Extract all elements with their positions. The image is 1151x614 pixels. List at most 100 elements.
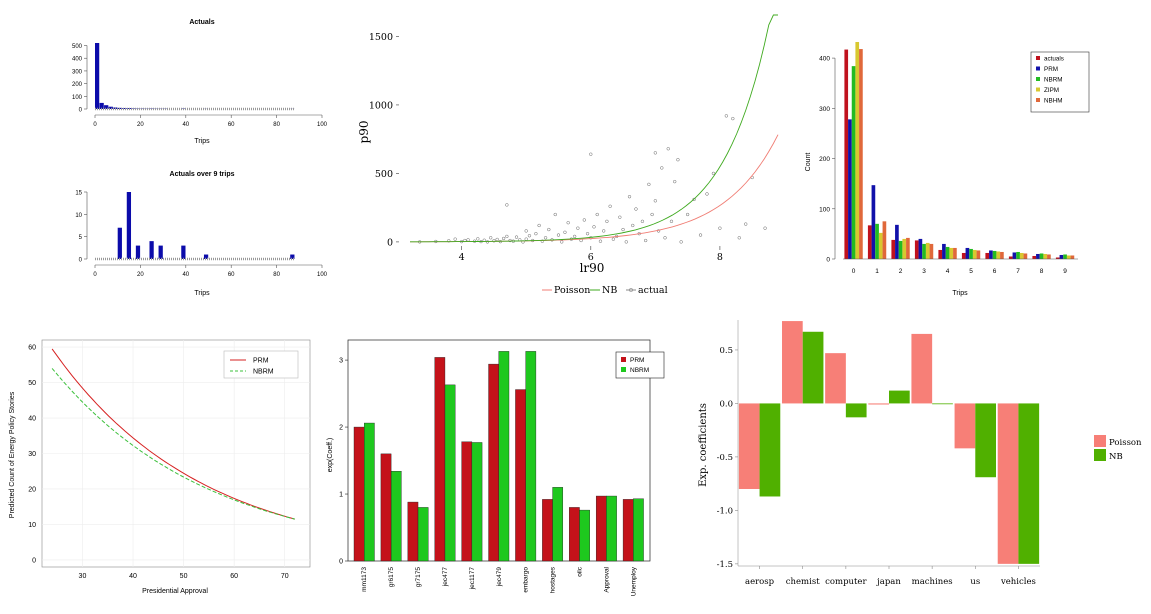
x-tick-label: Approval: [603, 566, 610, 592]
y-tick-label: 0: [32, 557, 36, 564]
bar-poisson: [997, 403, 1019, 564]
data-point: [763, 226, 767, 230]
data-point: [627, 195, 632, 199]
data-point: [489, 236, 493, 240]
bar-poisson: [782, 321, 803, 404]
bar-nb: [1018, 403, 1040, 564]
bar-nbrm: [633, 498, 644, 562]
data-point: [576, 226, 580, 230]
y-tick-label: 0: [79, 108, 83, 114]
x-tick-label: jec479: [496, 567, 503, 588]
y-tick-label: 0: [79, 258, 83, 264]
legend-swatch: [621, 367, 626, 372]
data-point: [505, 203, 509, 207]
legend-swatch: [1036, 56, 1040, 60]
data-point: [514, 235, 519, 239]
x-tick-label: 0: [93, 272, 97, 278]
histogram-bar: [149, 241, 154, 259]
x-tick-label: 30: [79, 573, 87, 580]
data-point: [611, 237, 616, 241]
data-point: [666, 147, 670, 151]
data-point: [634, 207, 638, 211]
data-point: [585, 232, 590, 236]
data-point: [598, 239, 603, 243]
legend-label: Poisson: [554, 285, 590, 296]
x-tick-label: 80: [273, 122, 280, 128]
histogram-bar: [290, 254, 295, 259]
y-tick-label: 3: [339, 358, 343, 365]
data-point: [660, 166, 664, 170]
bar-nbhm: [882, 221, 887, 259]
legend-label: NB: [1109, 452, 1123, 462]
bar-nbrm: [364, 422, 375, 562]
bar-nbrm: [1039, 253, 1044, 259]
histogram-bar: [203, 254, 209, 259]
fit-line-nb: [410, 14, 778, 243]
bar-actuals: [867, 225, 872, 259]
x-tick-label: 4: [946, 268, 950, 275]
bar-nbrm: [875, 223, 879, 259]
x-tick-label: 9: [1063, 268, 1067, 275]
y-tick-label: 400: [72, 57, 83, 63]
x-tick-label: 40: [182, 122, 189, 128]
legend-label: NBRM: [1044, 77, 1063, 84]
y-tick-label: 1000: [369, 100, 393, 111]
bar-zipm: [855, 42, 860, 259]
data-point: [744, 222, 748, 226]
histogram-bar: [126, 192, 132, 259]
data-point: [524, 237, 528, 241]
bar-zipm: [949, 247, 954, 259]
bar-nbhm: [1023, 253, 1028, 259]
data-point: [711, 171, 716, 176]
legend-label: PRM: [1044, 66, 1058, 73]
y-tick-label: 0.5: [719, 346, 733, 356]
y-tick-label: 0: [387, 237, 393, 248]
data-point: [618, 215, 622, 219]
legend-box: [223, 350, 299, 379]
y-axis-label: Predicted Count of Energy Policy Stories: [9, 391, 16, 518]
bar-actuals: [1008, 256, 1013, 259]
data-point: [547, 227, 551, 232]
x-tick-label: mm1173: [361, 567, 368, 592]
y-tick-label: 400: [819, 56, 830, 63]
legend-box: [615, 351, 665, 379]
bar-nb: [802, 331, 824, 404]
y-tick-label: 40: [28, 416, 36, 423]
data-point: [566, 221, 570, 225]
legend-swatch: [1036, 87, 1040, 92]
y-axis-label: exp(Coeff.): [327, 438, 334, 473]
data-point: [553, 212, 557, 217]
bar-nbhm: [929, 243, 934, 259]
bar-nb: [845, 403, 867, 418]
y-tick-label: 100: [819, 206, 830, 213]
y-tick-label: 500: [375, 169, 393, 180]
x-tick-label: 6: [588, 252, 594, 263]
bar-zipm: [1066, 255, 1071, 259]
bar-nbhm: [859, 49, 863, 259]
y-tick-label: -0.5: [717, 453, 733, 463]
exp-coef-bar-chart: 0 1 2 3 mm1173 gr6175 gr7175 jec477 jec1177 jec47…: [327, 339, 665, 596]
data-point: [447, 239, 451, 243]
data-point: [595, 212, 599, 217]
bar-zipm: [1043, 253, 1048, 259]
x-tick-label: vehicles: [1000, 577, 1036, 587]
histogram-bar: [122, 107, 127, 109]
y-tick-label: 50: [28, 380, 36, 387]
bar-prm: [871, 185, 876, 259]
x-tick-label: 4: [459, 252, 465, 263]
x-tick-label: 100: [317, 272, 328, 278]
data-point: [653, 199, 657, 203]
chart-title: Actuals over 9 trips: [170, 171, 235, 178]
x-tick-label: japan: [876, 577, 901, 587]
data-point: [685, 212, 690, 217]
data-point: [631, 223, 635, 228]
y-axis-label: p90: [357, 121, 371, 144]
bar-nbhm: [1000, 251, 1004, 259]
x-tick-label: 100: [317, 122, 328, 128]
curve-nbrm: [51, 368, 295, 520]
data-point: [705, 192, 709, 196]
y-tick-label: 0: [826, 257, 830, 264]
legend-label: ZIPM: [1044, 87, 1059, 94]
data-point: [563, 230, 567, 234]
data-point: [524, 229, 528, 233]
